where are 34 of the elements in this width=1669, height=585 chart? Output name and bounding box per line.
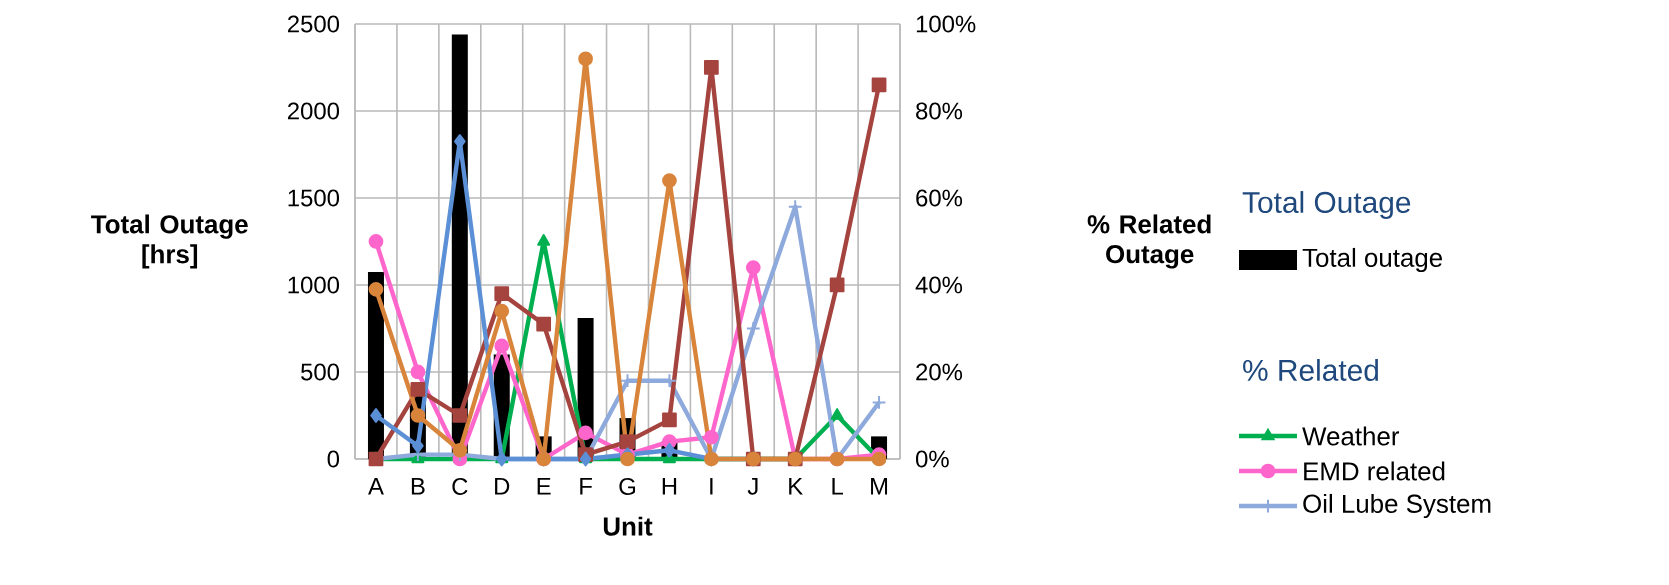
y2-tick-label: 0% (916, 450, 949, 468)
y-tick-label: 2000 (287, 102, 340, 120)
y2-tick-label: 40% (915, 276, 963, 294)
x-tick-label: F (580, 478, 592, 495)
y-axis-title: Total Outage [hrs] (91, 214, 248, 269)
text: % Related (1243, 359, 1378, 381)
y2-axis-title: % Related Outage (1087, 214, 1211, 269)
x-tick-label: A (368, 478, 384, 495)
y-tick-label: 2500 (287, 15, 340, 33)
text: Total Outage (1242, 191, 1411, 219)
legend-label: EMD related (1304, 461, 1445, 481)
y2-tick-label: 60% (916, 189, 963, 207)
y-tick-label: 0 (327, 450, 340, 468)
y2-tick-label: 100% (916, 15, 976, 33)
y2-tick-label: 20% (916, 363, 963, 381)
y2-tick-label: 80% (916, 102, 963, 120)
y-tick-label: 500 (301, 363, 340, 381)
x-tick-label: D (495, 478, 510, 495)
x-tick-label: C (452, 478, 468, 495)
x-tick-label: K (789, 478, 803, 495)
x-tick-label: M (871, 478, 888, 495)
x-tick-label: E (537, 478, 551, 495)
x-tick-label: J (747, 478, 758, 495)
y-tick-label: 1500 (288, 189, 340, 207)
x-tick-label: I (710, 478, 713, 495)
legend-label: Weather (1302, 426, 1400, 446)
legend-label: Total outage (1302, 247, 1442, 273)
x-tick-label: G (619, 478, 636, 495)
x-axis-title: Unit (603, 516, 653, 536)
x-tick-label: L (832, 478, 843, 495)
x-tick-label: B (411, 478, 425, 495)
legend-label: Oil Lube System (1303, 493, 1491, 519)
y-tick-label: 1000 (288, 276, 340, 294)
x-tick-label: H (662, 478, 677, 495)
